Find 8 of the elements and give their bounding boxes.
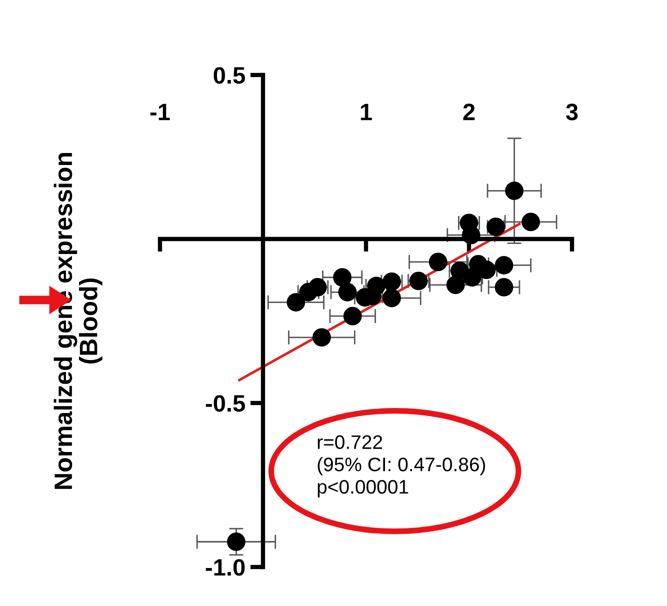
y-tick-label: -0.5 xyxy=(206,395,245,412)
y-tick-label: 0.5 xyxy=(214,67,245,84)
x-tick-label: 2 xyxy=(463,104,475,120)
x-tick-label: 1 xyxy=(360,104,372,120)
annotation: r=0.722 (95% CI: 0.47-0.86) p<0.00001 xyxy=(318,435,486,498)
x-tick-label: -1 xyxy=(150,104,170,120)
y-tick-label: -1.0 xyxy=(206,559,245,576)
x-tick-label: 3 xyxy=(566,104,578,120)
